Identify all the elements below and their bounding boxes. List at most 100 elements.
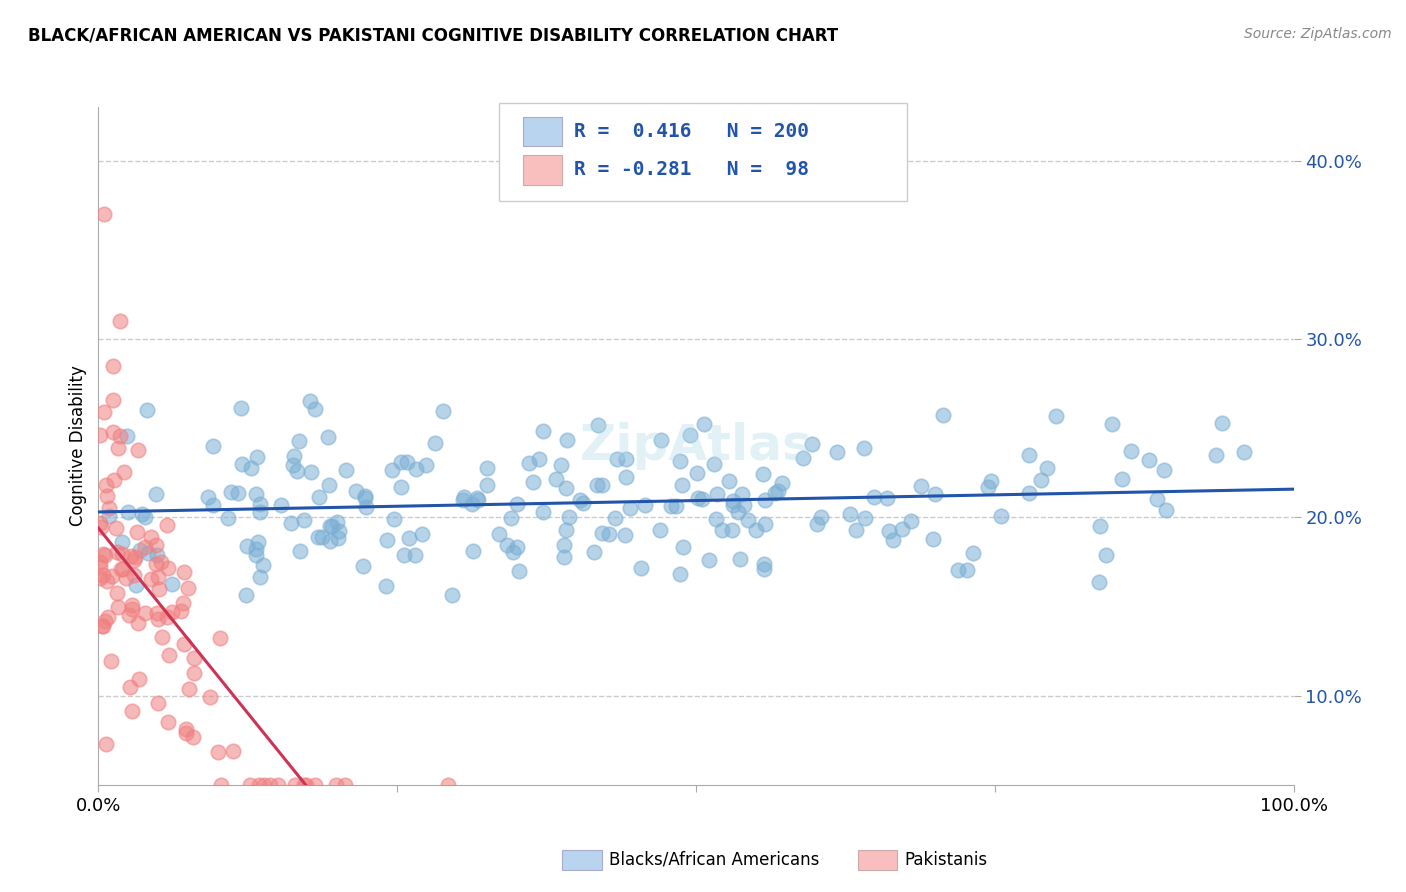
Point [247,535,270,549]
Point [183,651,205,665]
Point [202,498,225,512]
Point [634,498,657,512]
Point [294,778,316,792]
Point [598,527,620,541]
Point [717,474,740,488]
Point [231,457,253,471]
Point [744,523,766,537]
Point [280,516,302,531]
Point [115,571,138,585]
Point [392,548,415,562]
Point [506,497,529,511]
Point [922,532,945,546]
Point [284,778,307,792]
Point [145,549,167,563]
Point [863,490,886,504]
Point [659,500,682,514]
Point [209,778,232,792]
Point [328,524,350,538]
Point [181,730,204,744]
Point [103,393,125,408]
Point [208,631,231,645]
Point [146,606,169,620]
Point [614,452,637,467]
Point [267,778,290,792]
Point [89,516,111,530]
Point [93,405,115,419]
Point [555,481,578,495]
Point [501,511,523,525]
Point [121,601,143,615]
Point [198,690,221,705]
Point [285,464,308,478]
Point [145,557,167,571]
Point [139,572,162,586]
Point [356,500,378,514]
Point [162,576,184,591]
Point [121,599,143,613]
Point [415,458,437,472]
Point [1154,502,1177,516]
Point [754,493,776,508]
Point [97,609,120,624]
Point [197,490,219,504]
Point [307,531,329,545]
Point [669,454,692,468]
Point [477,461,499,475]
Point [176,726,198,740]
Point [437,778,460,792]
Text: Blacks/African Americans: Blacks/African Americans [609,851,820,869]
Point [605,511,627,525]
Point [111,547,134,561]
Point [177,581,200,595]
Point [326,531,349,545]
Point [96,489,118,503]
Point [129,543,152,558]
Point [1211,416,1233,430]
Point [398,532,420,546]
Point [766,483,789,498]
Point [389,455,412,469]
Point [155,610,177,624]
Point [108,429,131,443]
Point [721,494,744,508]
Point [825,444,848,458]
Point [763,486,786,500]
Point [304,401,326,416]
Point [319,518,342,533]
Point [146,570,169,584]
Point [139,530,162,544]
Point [122,568,145,582]
Point [441,588,464,602]
Point [131,507,153,521]
Point [128,672,150,686]
Point [754,517,776,532]
Point [173,637,195,651]
Point [650,434,672,448]
Point [105,521,128,535]
Point [568,492,591,507]
Point [353,491,375,505]
Point [1018,486,1040,500]
Point [375,578,398,592]
Point [838,508,860,522]
Point [170,604,193,618]
Point [283,449,305,463]
Text: Source: ZipAtlas.com: Source: ZipAtlas.com [1244,27,1392,41]
Point [183,665,205,680]
Point [107,545,129,559]
Point [463,543,485,558]
Point [298,394,321,409]
Point [150,630,173,644]
Point [703,457,725,471]
Point [316,430,339,444]
Text: R = -0.281   N =  98: R = -0.281 N = 98 [574,160,808,179]
Point [156,715,179,730]
Point [697,553,720,567]
Point [221,743,243,757]
Point [381,463,404,477]
Point [121,704,143,718]
Point [606,451,628,466]
Point [924,487,946,501]
Point [723,498,745,512]
